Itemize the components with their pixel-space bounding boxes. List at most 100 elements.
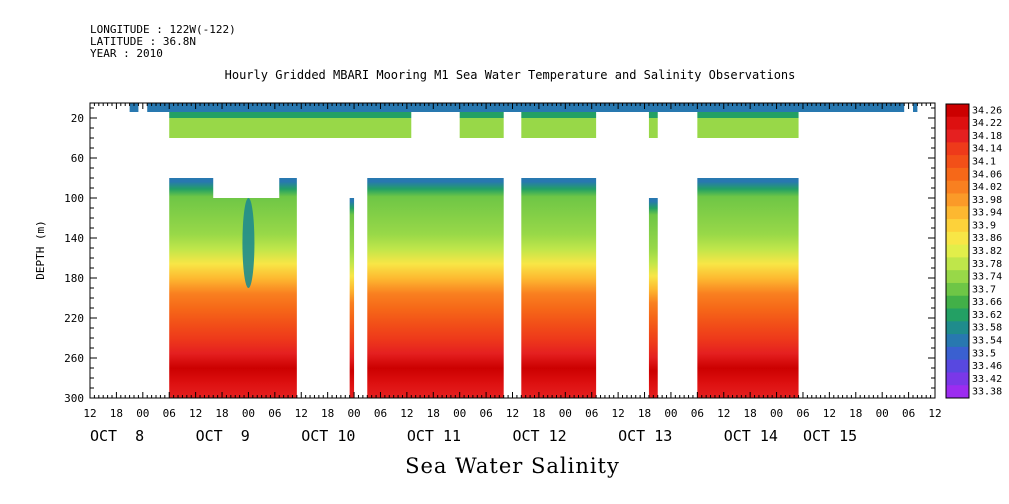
- y-tick-label: 260: [64, 352, 84, 365]
- colorbar-label: 33.54: [972, 335, 1002, 346]
- x-hour-label: 00: [770, 407, 783, 420]
- colorbar-cell: [946, 167, 969, 182]
- colorbar-label: 33.98: [972, 195, 1002, 206]
- deep-data-block: [697, 178, 799, 398]
- y-axis-label: DEPTH (m): [34, 220, 47, 280]
- x-date-label: OCT 11: [407, 427, 461, 445]
- data-gap: [213, 178, 280, 198]
- x-hour-label: 00: [664, 407, 677, 420]
- x-hour-label: 00: [559, 407, 572, 420]
- shallow-data-block: [648, 118, 658, 138]
- colorbar-cell: [946, 372, 969, 386]
- shallow-data-block: [459, 112, 504, 118]
- x-hour-label: 12: [295, 407, 308, 420]
- colorbar-cell: [946, 231, 969, 246]
- colorbar-label: 33.38: [972, 387, 1002, 398]
- colorbar-cell: [946, 321, 969, 335]
- colorbar-label: 34.22: [972, 118, 1002, 129]
- colorbar-cell: [946, 244, 969, 258]
- colorbar-cell: [946, 308, 969, 322]
- y-axis-ticks: 20 60 100 140 180 220 260 300: [64, 107, 935, 405]
- colorbar-cell: [946, 104, 969, 118]
- x-hour-label: 06: [691, 407, 704, 420]
- x-date-label: OCT 15: [803, 427, 857, 445]
- latitude-text: LATITUDE : 36.8N: [90, 35, 196, 48]
- colorbar-cell: [946, 385, 969, 399]
- colorbar: 34.26 34.22 34.18 34.14 34.134.06 34.02 33.98 3…: [945, 103, 1002, 399]
- deep-data-block: [648, 198, 658, 398]
- colorbar-cell: [946, 257, 969, 271]
- x-hour-label: 18: [110, 407, 123, 420]
- x-date-label: OCT 10: [301, 427, 355, 445]
- surface-data-block: [912, 103, 918, 112]
- colorbar-label: 33.46: [972, 361, 1002, 372]
- colorbar-cell: [946, 270, 969, 284]
- colorbar-cell: [946, 180, 969, 194]
- colorbar-cell: [946, 155, 969, 169]
- shallow-data-block: [459, 118, 504, 138]
- shallow-data-block: [697, 112, 799, 118]
- colorbar-cell: [946, 129, 969, 143]
- x-hour-label: 12: [189, 407, 202, 420]
- colorbar-label: 33.94: [972, 208, 1002, 219]
- x-hour-label: 06: [268, 407, 281, 420]
- y-tick-label: 140: [64, 232, 84, 245]
- colorbar-cell: [946, 334, 969, 348]
- colorbar-label: 33.9: [972, 220, 996, 231]
- colorbar-label: 33.5: [972, 348, 996, 359]
- y-tick-label: 180: [64, 272, 84, 285]
- x-hour-label: 18: [427, 407, 440, 420]
- y-tick-label: 220: [64, 312, 84, 325]
- colorbar-label: 34.02: [972, 182, 1002, 193]
- colorbar-cell: [946, 295, 969, 310]
- x-hour-label: 18: [532, 407, 545, 420]
- shallow-data-block: [521, 118, 597, 138]
- x-hour-label: 06: [902, 407, 915, 420]
- x-axis-ticks: 12 18 00 06 12 18 00 06 12 18 00 06 12 18 00 06 12 18 00 06…: [83, 407, 941, 445]
- colorbar-label: 33.42: [972, 374, 1002, 385]
- deep-data-block: [169, 178, 297, 398]
- deep-data-block: [349, 198, 355, 398]
- x-hour-label: 06: [479, 407, 492, 420]
- colorbar-cell: [946, 219, 969, 233]
- x-hour-label: 06: [374, 407, 387, 420]
- x-hour-label: 18: [849, 407, 862, 420]
- surface-data-block: [147, 103, 905, 112]
- longitude-text: LONGITUDE : 122W(-122): [90, 23, 236, 36]
- colorbar-label: 34.1: [972, 157, 996, 168]
- colorbar-label: 33.78: [972, 259, 1002, 270]
- colorbar-cell: [946, 116, 969, 131]
- x-date-label: OCT 9: [196, 427, 250, 445]
- colorbar-label: 33.86: [972, 233, 1002, 244]
- x-hour-label: 06: [796, 407, 809, 420]
- chart-title: Hourly Gridded MBARI Mooring M1 Sea Wate…: [224, 68, 796, 82]
- colorbar-label: 34.26: [972, 105, 1002, 116]
- x-hour-label: 06: [163, 407, 176, 420]
- x-hour-label: 12: [823, 407, 836, 420]
- colorbar-label: 34.18: [972, 131, 1002, 142]
- x-hour-label: 00: [136, 407, 149, 420]
- deep-data-block: [367, 178, 504, 398]
- shallow-data-block: [648, 112, 658, 118]
- x-hour-label: 18: [321, 407, 334, 420]
- colorbar-cell: [946, 206, 969, 220]
- colorbar-label: 33.58: [972, 323, 1002, 334]
- deep-data-block: [521, 178, 597, 398]
- x-hour-label: 06: [585, 407, 598, 420]
- shallow-data-block: [521, 112, 597, 118]
- colorbar-cell: [946, 282, 969, 297]
- colorbar-cell: [946, 142, 969, 156]
- colorbar-label: 33.62: [972, 310, 1002, 321]
- year-text: YEAR : 2010: [90, 47, 163, 60]
- variable-title: Sea Water Salinity: [405, 454, 620, 478]
- plot-area: [129, 103, 918, 398]
- y-tick-label: 100: [64, 192, 84, 205]
- x-hour-label: 00: [453, 407, 466, 420]
- salinity-anomaly: [242, 198, 255, 288]
- colorbar-cell: [946, 359, 969, 373]
- x-hour-label: 18: [215, 407, 228, 420]
- x-hour-label: 00: [242, 407, 255, 420]
- shallow-data-block: [697, 118, 799, 138]
- x-date-label: OCT 14: [724, 427, 778, 445]
- x-hour-label: 00: [876, 407, 889, 420]
